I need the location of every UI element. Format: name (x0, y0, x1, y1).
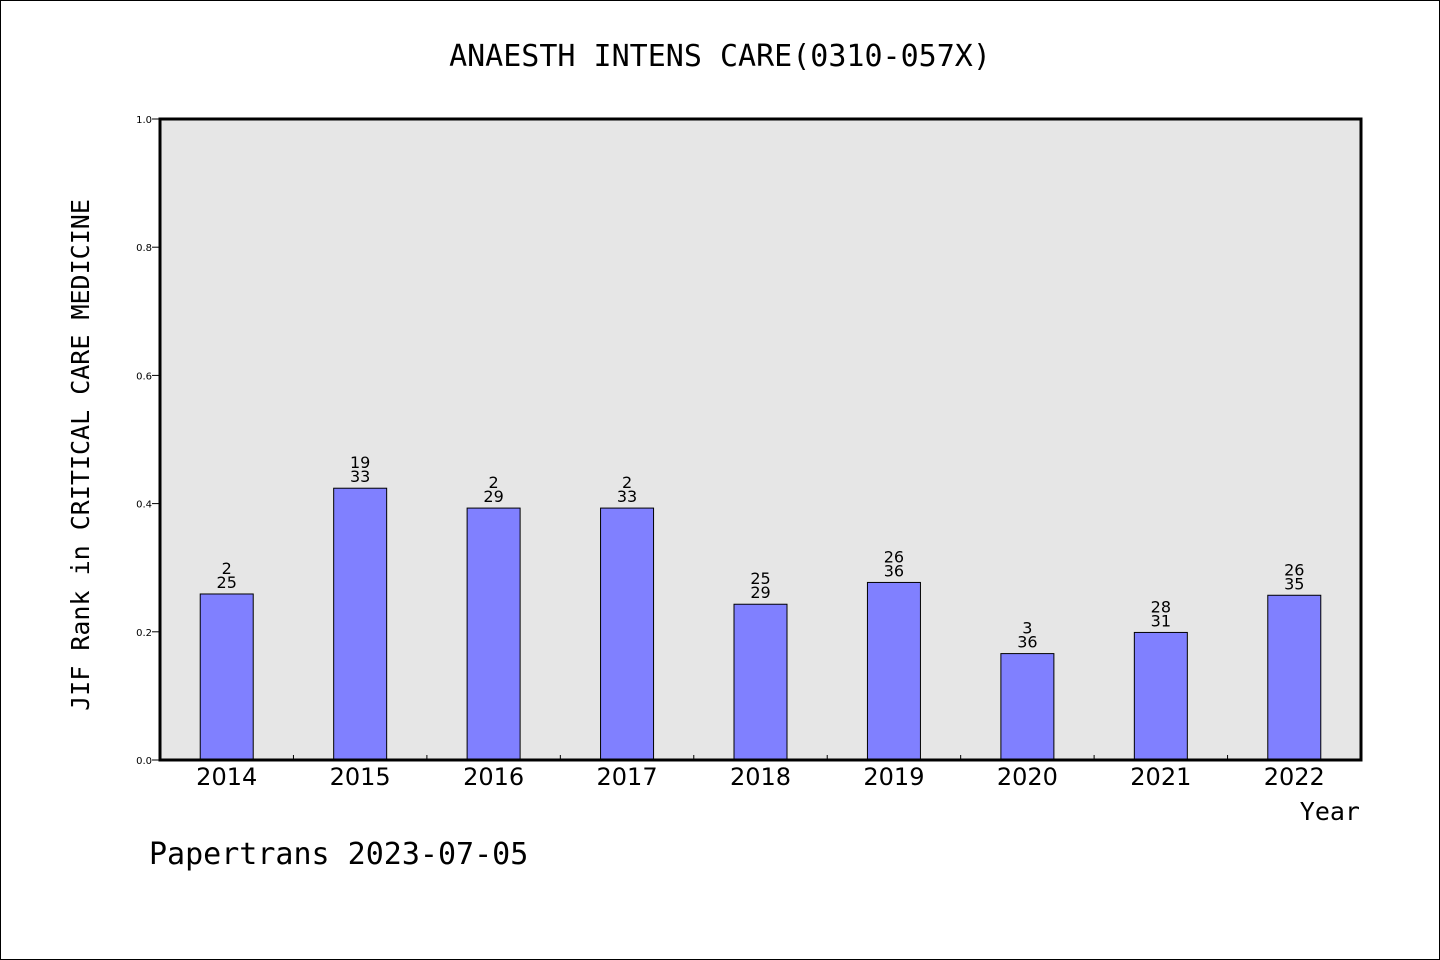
ticks-group: 0.0 0.2 0.4 0.6 0.8 1.0 2014 2015 2016 2017 2018 20… (136, 115, 1325, 791)
bar-2022 (1267, 594, 1322, 761)
bar-label-top: 2 (489, 473, 499, 492)
bar-label-bottom: 35 (1284, 574, 1304, 593)
chart-title: ANAESTH INTENS CARE(0310-057X) (449, 39, 991, 74)
bar-2015 (333, 487, 388, 761)
bar-2017 (600, 507, 655, 761)
bar-label-top: 2 (222, 559, 232, 578)
x-tick-label: 2014 (196, 763, 257, 791)
x-tick-label: 2015 (330, 763, 391, 791)
y-tick-label: 0.4 (136, 500, 152, 511)
bar-2016 (466, 507, 521, 761)
bar-label-bottom: 25 (217, 573, 237, 592)
x-tick-label: 2018 (730, 763, 791, 791)
x-tick-label: 2016 (463, 763, 524, 791)
plot-border (158, 117, 1363, 762)
y-tick-label: 0.0 (136, 756, 152, 767)
bar-label-bottom: 29 (750, 583, 770, 602)
bar-label-bottom: 33 (617, 487, 637, 506)
bar-label-bottom: 33 (350, 467, 370, 486)
bar-label-top: 2 (622, 473, 632, 492)
bar-2021 (1133, 631, 1188, 761)
bar-2018 (733, 603, 788, 761)
x-axis-label: Year (1300, 797, 1360, 826)
x-tick-label: 2020 (997, 763, 1058, 791)
x-tick-label: 2017 (597, 763, 658, 791)
y-tick-label: 0.2 (136, 628, 152, 639)
bar-2020 (1000, 653, 1055, 761)
bar-label-top: 26 (1284, 560, 1304, 579)
bar-label-bottom: 31 (1151, 611, 1171, 630)
y-tick-label: 0.6 (136, 371, 152, 382)
bar-label-top: 3 (1022, 619, 1032, 638)
bar-label-bottom: 36 (884, 561, 904, 580)
x-tick-label: 2021 (1130, 763, 1191, 791)
bar-label-top: 26 (884, 547, 904, 566)
bar-label-bottom: 36 (1017, 633, 1037, 652)
bar-label-top: 19 (350, 453, 370, 472)
bar-label-top: 28 (1151, 597, 1171, 616)
footer-credit: Papertrans 2023-07-05 (149, 837, 528, 872)
y-tick-label: 1.0 (136, 115, 152, 126)
bar-2019 (866, 581, 921, 761)
x-tick-label: 2019 (863, 763, 924, 791)
y-axis-label: JIF Rank in CRITICAL CARE MEDICINE (66, 199, 95, 711)
y-tick-label: 0.8 (136, 243, 152, 254)
x-tick-label: 2022 (1264, 763, 1325, 791)
bar-2014 (199, 593, 254, 761)
bar-label-bottom: 29 (483, 487, 503, 506)
bar-label-top: 25 (750, 569, 770, 588)
